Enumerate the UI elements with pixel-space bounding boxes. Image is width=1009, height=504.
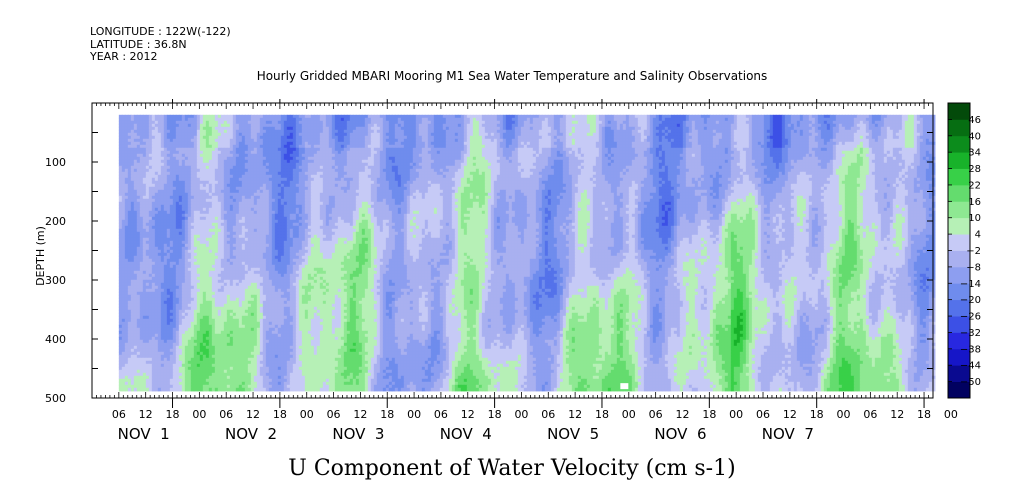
- day-label: NOV 2: [225, 425, 277, 443]
- x-tick-label: 12: [783, 408, 797, 421]
- x-tick-label: 12: [139, 408, 153, 421]
- colorbar-swatch: [948, 201, 970, 219]
- x-tick-label: 06: [112, 408, 126, 421]
- x-tick-label: 18: [702, 408, 716, 421]
- x-axis: 06 12 18 00 06 12 18 00 06 12 18 00 06 12 18 00 06 12 18 00…: [91, 99, 958, 421]
- x-tick-label: 06: [863, 408, 877, 421]
- colorbar: 46 40 34 28 22 16 10 4 −2 −8 −14 −20 −26 −32 −38 −44 −50: [947, 102, 981, 399]
- x-tick-label: 00: [622, 408, 636, 421]
- colorbar-label: −20: [960, 295, 981, 306]
- x-tick-label: 12: [890, 408, 904, 421]
- x-tick-label: 00: [837, 408, 851, 421]
- x-tick-label: 18: [917, 408, 931, 421]
- colorbar-swatch: [948, 266, 970, 284]
- x-tick-label: 06: [434, 408, 448, 421]
- y-tick-label: 100: [45, 156, 66, 169]
- colorbar-label: 46: [968, 115, 981, 126]
- colorbar-swatch: [948, 332, 970, 350]
- colorbar-swatch: [948, 184, 970, 202]
- x-tick-label: 00: [514, 408, 528, 421]
- colorbar-label: −14: [960, 279, 981, 290]
- colorbar-swatch: [948, 234, 970, 251]
- colorbar-swatch: [948, 250, 970, 268]
- x-tick-label: 18: [166, 408, 180, 421]
- colorbar-label: 40: [968, 131, 981, 142]
- longitude-label: LONGITUDE : 122W(-122): [90, 25, 231, 38]
- colorbar-swatch: [948, 283, 970, 301]
- year-label: YEAR : 2012: [89, 50, 158, 63]
- x-tick-label: 06: [649, 408, 663, 421]
- y-tick-label: 400: [45, 333, 66, 346]
- colorbar-label: −32: [960, 328, 981, 339]
- colorbar-swatch: [948, 103, 970, 120]
- colorbar-swatch: [948, 152, 970, 169]
- colorbar-swatch: [948, 365, 970, 383]
- x-tick-label: 06: [327, 408, 341, 421]
- x-tick-label: 00: [944, 408, 958, 421]
- x-tick-label: 18: [810, 408, 824, 421]
- y-tick-label: 200: [45, 215, 66, 228]
- colorbar-label: 16: [968, 197, 981, 208]
- x-tick-label: 00: [407, 408, 421, 421]
- heatmap-field: [118, 114, 936, 392]
- colorbar-swatch: [948, 348, 970, 366]
- x-tick-label: 18: [488, 408, 502, 421]
- x-tick-label: 12: [461, 408, 475, 421]
- colorbar-label: −2: [966, 246, 981, 257]
- colorbar-label: −50: [960, 377, 981, 388]
- colorbar-swatch: [948, 119, 970, 137]
- colorbar-label: 28: [968, 164, 981, 175]
- colorbar-swatch: [948, 135, 970, 153]
- x-tick-label: 00: [192, 408, 206, 421]
- day-label: NOV 4: [440, 425, 492, 443]
- x-tick-label: 06: [219, 408, 233, 421]
- chart-title: Hourly Gridded MBARI Mooring M1 Sea Wate…: [257, 69, 768, 83]
- colorbar-label: −8: [966, 262, 981, 273]
- colorbar-label: 22: [968, 180, 981, 191]
- x-tick-label: 00: [729, 408, 743, 421]
- x-tick-label: 12: [568, 408, 582, 421]
- day-labels: NOV 1 NOV 2 NOV 3 NOV 4 NOV 5 NOV 6 NOV 7: [118, 425, 814, 443]
- colorbar-swatch: [948, 168, 970, 186]
- colorbar-swatch: [948, 381, 970, 399]
- x-tick-label: 18: [595, 408, 609, 421]
- x-tick-label: 12: [675, 408, 689, 421]
- y-tick-label: 300: [45, 274, 66, 287]
- colorbar-label: 34: [968, 148, 981, 159]
- day-label: NOV 6: [654, 425, 706, 443]
- y-axis: 100 200 300 400 500: [45, 132, 933, 405]
- x-tick-label: 18: [273, 408, 287, 421]
- x-tick-label: 18: [380, 408, 394, 421]
- x-tick-label: 12: [353, 408, 367, 421]
- colorbar-label: −26: [960, 312, 981, 323]
- x-tick-label: 00: [300, 408, 314, 421]
- colorbar-label: 10: [968, 213, 981, 224]
- variable-title: U Component of Water Velocity (cm s-1): [288, 456, 735, 481]
- day-label: NOV 3: [332, 425, 384, 443]
- colorbar-swatch: [948, 316, 970, 333]
- colorbar-label: −44: [960, 361, 981, 372]
- x-tick-label: 06: [541, 408, 555, 421]
- day-label: NOV 1: [118, 425, 170, 443]
- y-axis-label: DEPTH (m): [34, 226, 47, 286]
- x-tick-label: 06: [756, 408, 770, 421]
- y-tick-label: 500: [45, 392, 66, 405]
- colorbar-swatch: [948, 217, 970, 235]
- day-label: NOV 7: [762, 425, 814, 443]
- colorbar-swatch: [948, 299, 970, 317]
- colorbar-label: −38: [960, 344, 981, 355]
- x-tick-label: 12: [246, 408, 260, 421]
- day-label: NOV 5: [547, 425, 599, 443]
- colorbar-label: 4: [975, 230, 981, 241]
- latitude-label: LATITUDE : 36.8N: [90, 38, 187, 51]
